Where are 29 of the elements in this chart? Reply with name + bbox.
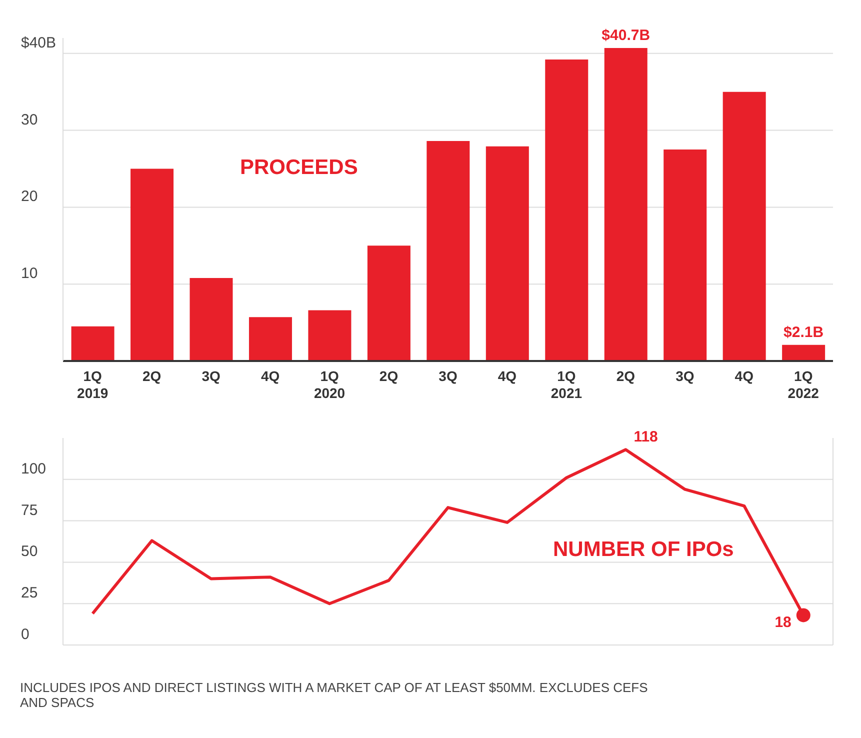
y-tick-label: 10 [21, 265, 38, 282]
y-tick-label: 100 [21, 460, 46, 478]
x-tick-label: 1Q 2019 [77, 368, 108, 401]
x-tick-label: 3Q [202, 368, 221, 384]
x-tick-label: 4Q [498, 368, 517, 384]
annotation: NUMBER OF IPOs [553, 538, 734, 562]
x-tick-label: 2Q [379, 368, 398, 384]
x-tick-label: 3Q [676, 368, 694, 384]
x-tick-label: 1Q 2022 [788, 368, 820, 401]
y-tick-label: 50 [21, 543, 38, 560]
y-tick-label: 75 [21, 502, 38, 519]
data-label: $2.1B [784, 324, 824, 341]
data-label: 18 [774, 614, 792, 632]
y-tick-label: 0 [21, 626, 30, 643]
x-tick-label: 4Q [260, 368, 280, 384]
x-tick-label: 1Q 2021 [550, 368, 582, 401]
data-label: $40.7B [602, 27, 650, 44]
x-tick-label: 2Q [616, 368, 636, 384]
y-tick-label: $40B [21, 34, 56, 52]
data-label: 118 [634, 428, 658, 446]
x-tick-label: 4Q [734, 368, 754, 384]
annotation: PROCEEDS [240, 156, 358, 180]
y-tick-label: 20 [21, 188, 38, 206]
y-tick-label: 30 [21, 111, 38, 128]
x-tick-label: 1Q 2020 [314, 368, 346, 401]
text: INCLUDES IPOS AND DIRECT LISTINGS WITH A MARKET CAP OF AT LEAST $50MM. EXCLUDES CEFS AND SPACS [20, 680, 649, 710]
x-tick-label: 2Q [142, 368, 162, 384]
y-tick-label: 25 [21, 584, 38, 602]
x-tick-label: 3Q [438, 368, 458, 384]
